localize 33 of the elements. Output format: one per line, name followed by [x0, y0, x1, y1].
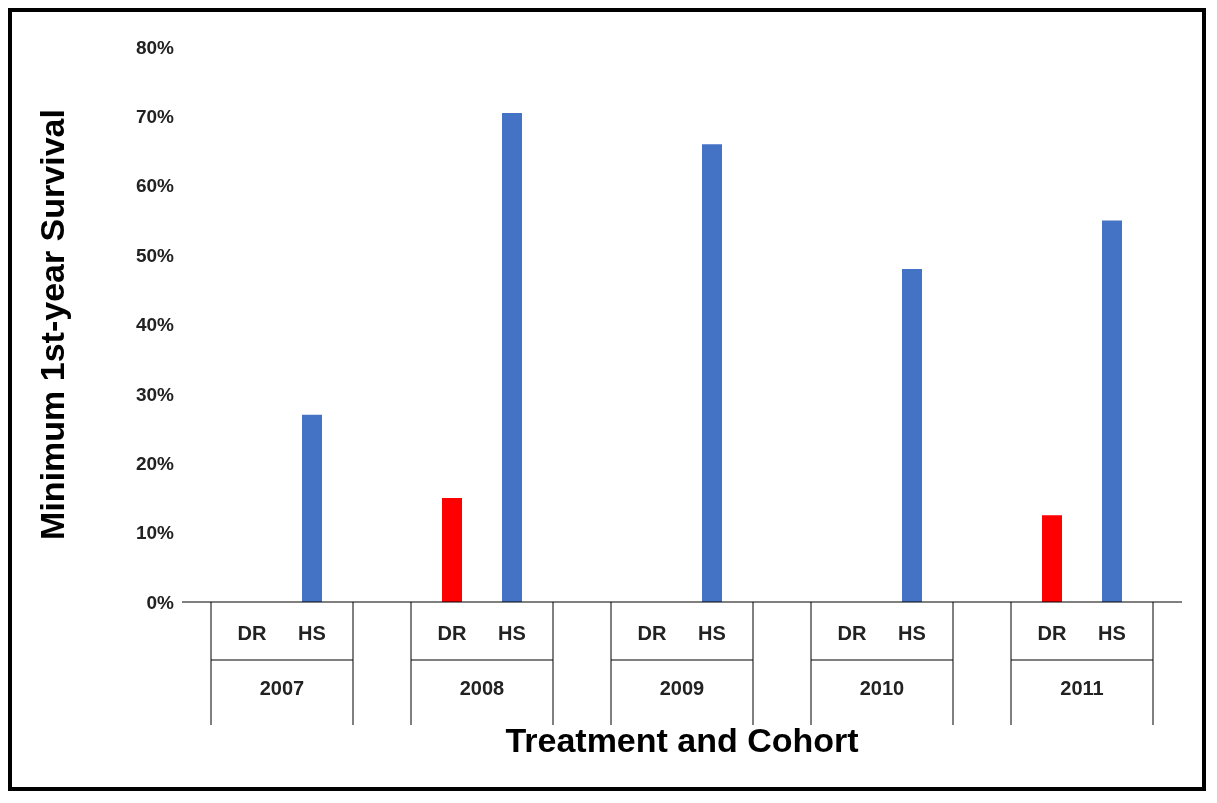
bar [442, 497, 462, 602]
y-tick-label: 40% [135, 314, 175, 336]
bar [302, 414, 322, 602]
y-tick-label: 0% [146, 591, 175, 613]
bar [702, 144, 722, 602]
text: DR [637, 622, 667, 644]
y-tick-label: 50% [135, 244, 175, 266]
y-tick-label: 60% [135, 175, 175, 197]
bar [1102, 220, 1122, 602]
bar [1042, 515, 1062, 602]
x-axis-title: Treatment and Cohort [505, 721, 859, 759]
text: HS [898, 622, 926, 644]
y-tick-label: 30% [135, 383, 175, 405]
text: DR [237, 622, 267, 644]
text: HS [1098, 622, 1126, 644]
bar [502, 112, 522, 602]
x-tick-label: 2011 [1060, 677, 1104, 699]
x-tick-label: 2010 [859, 677, 905, 699]
y-tick-label: 70% [135, 106, 175, 128]
series-label: DR [437, 622, 467, 644]
text: HS [498, 622, 526, 644]
y-tick-label: 10% [135, 522, 175, 544]
bar [902, 269, 922, 602]
x-tick-label: 2007 [259, 677, 305, 699]
y-tick-label: 20% [135, 452, 175, 474]
x-tick-label: 2009 [659, 677, 705, 699]
text: DR [1037, 622, 1067, 644]
series-label: HS [298, 622, 326, 644]
text: HS [698, 622, 726, 644]
x-tick-label: 2008 [459, 677, 505, 699]
y-axis-title: Minimum 1st-year Survival [33, 109, 72, 540]
text: DR [837, 622, 867, 644]
y-tick-label: 80% [135, 36, 175, 58]
